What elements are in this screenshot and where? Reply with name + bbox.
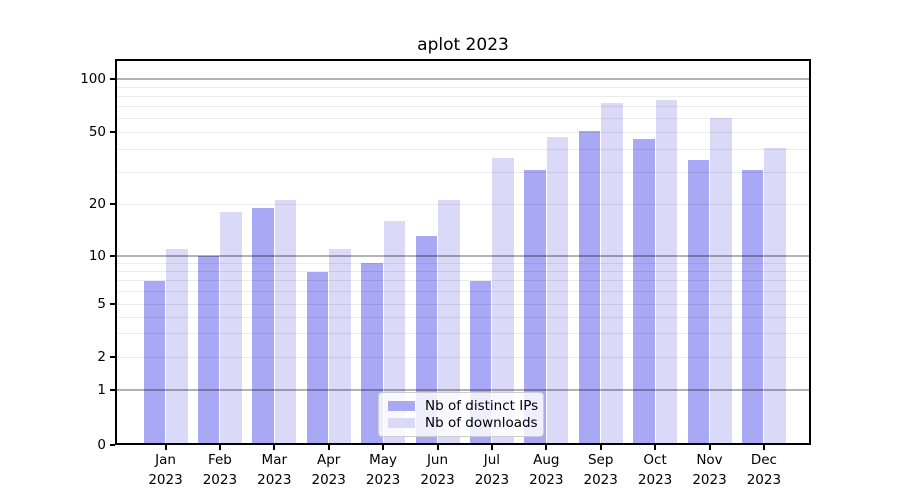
x-tick-label-aug: Aug 2023 bbox=[529, 452, 564, 488]
x-tick-mark-feb bbox=[218, 445, 221, 450]
x-tick-label-may: May 2023 bbox=[365, 452, 401, 488]
y-tick-label-0: 0 bbox=[97, 437, 106, 453]
gridline-y-40 bbox=[115, 149, 811, 151]
legend-swatch-distinct-ips bbox=[388, 401, 415, 411]
gridline-y-100 bbox=[115, 78, 811, 80]
gridline-y-30 bbox=[115, 171, 811, 173]
x-tick-label-feb: Feb 2023 bbox=[202, 452, 238, 488]
x-tick-mark-dec bbox=[762, 445, 765, 450]
legend-label-downloads: Nb of downloads bbox=[425, 415, 538, 431]
x-tick-label-dec: Dec 2023 bbox=[746, 452, 782, 488]
y-tick-mark-1 bbox=[110, 389, 115, 391]
gridline-y-2 bbox=[115, 356, 811, 358]
gridline-y-70 bbox=[115, 105, 811, 107]
bar-downloads-jun bbox=[438, 200, 460, 445]
bar-downloads-apr bbox=[329, 248, 351, 445]
bar-downloads-oct bbox=[655, 100, 678, 445]
bar-downloads-dec bbox=[764, 147, 786, 445]
gridline-y-7 bbox=[115, 280, 811, 282]
legend-item-downloads: Nb of downloads bbox=[379, 415, 543, 432]
bar-downloads-may bbox=[383, 220, 406, 445]
y-tick-mark-100 bbox=[110, 78, 115, 80]
bar-distinct-ips-aug bbox=[524, 169, 546, 445]
y-tick-mark-20 bbox=[110, 203, 115, 206]
y-tick-label-100: 100 bbox=[80, 71, 106, 87]
x-tick-mark-apr bbox=[327, 445, 330, 450]
bar-downloads-aug bbox=[546, 137, 569, 445]
x-tick-mark-sep bbox=[599, 445, 602, 450]
gridline-y-90 bbox=[115, 86, 811, 88]
gridline-y-80 bbox=[115, 95, 811, 97]
x-tick-label-jun: Jun 2023 bbox=[420, 452, 455, 488]
legend-item-distinct-ips: Nb of distinct IPs bbox=[379, 398, 543, 415]
bar-downloads-jul bbox=[492, 158, 514, 445]
y-tick-mark-5 bbox=[110, 303, 115, 306]
y-tick-mark-2 bbox=[110, 356, 115, 358]
gridline-y-9 bbox=[115, 262, 811, 264]
bar-distinct-ips-oct bbox=[633, 138, 655, 445]
gridline-y-3 bbox=[115, 333, 811, 335]
gridline-y-1 bbox=[115, 389, 811, 391]
x-tick-mark-jul bbox=[490, 445, 493, 450]
y-tick-label-10: 10 bbox=[88, 248, 106, 264]
gridline-y-50 bbox=[115, 131, 811, 133]
x-tick-mark-oct bbox=[654, 445, 657, 450]
y-tick-label-20: 20 bbox=[88, 196, 106, 213]
y-tick-mark-0 bbox=[110, 444, 115, 446]
gridline-y-4 bbox=[115, 316, 811, 318]
bar-downloads-jan bbox=[166, 248, 188, 445]
gridline-y-10 bbox=[115, 255, 811, 257]
bar-distinct-ips-sep bbox=[578, 130, 601, 445]
bar-downloads-feb bbox=[220, 212, 242, 445]
bar-downloads-sep bbox=[601, 103, 623, 445]
y-tick-mark-50 bbox=[110, 131, 115, 134]
y-tick-label-1: 1 bbox=[97, 382, 106, 398]
y-tick-label-5: 5 bbox=[97, 296, 106, 313]
gridline-y-5 bbox=[115, 303, 811, 305]
bar-downloads-nov bbox=[710, 118, 732, 445]
legend-label-distinct-ips: Nb of distinct IPs bbox=[425, 398, 539, 414]
bar-distinct-ips-may bbox=[361, 263, 383, 445]
y-tick-label-2: 2 bbox=[97, 349, 106, 365]
x-tick-mark-jun bbox=[436, 445, 439, 450]
x-tick-label-oct: Oct 2023 bbox=[637, 452, 673, 488]
x-tick-mark-mar bbox=[273, 445, 276, 450]
x-tick-mark-jan bbox=[164, 445, 167, 450]
y-tick-mark-10 bbox=[110, 255, 115, 257]
legend-swatch-downloads bbox=[388, 418, 415, 428]
x-tick-label-jan: Jan 2023 bbox=[148, 452, 183, 488]
gridline-y-20 bbox=[115, 203, 811, 205]
y-tick-label-50: 50 bbox=[88, 124, 106, 141]
chart-title: aplot 2023 bbox=[417, 35, 509, 55]
x-tick-mark-aug bbox=[545, 445, 548, 450]
x-tick-mark-may bbox=[382, 445, 385, 450]
x-tick-mark-nov bbox=[708, 445, 711, 450]
legend: Nb of distinct IPs Nb of downloads bbox=[378, 392, 544, 437]
gridline-y-8 bbox=[115, 271, 811, 273]
x-tick-label-jul: Jul 2023 bbox=[474, 452, 510, 488]
bar-downloads-mar bbox=[274, 200, 297, 445]
gridline-y-6 bbox=[115, 291, 811, 293]
bar-distinct-ips-dec bbox=[741, 169, 764, 445]
bar-distinct-ips-jan bbox=[143, 280, 165, 445]
plot-area bbox=[115, 59, 811, 445]
x-tick-label-sep: Sep 2023 bbox=[583, 452, 618, 488]
x-tick-label-apr: Apr 2023 bbox=[311, 452, 346, 488]
bar-distinct-ips-nov bbox=[687, 160, 709, 445]
bar-distinct-ips-mar bbox=[252, 208, 274, 445]
x-tick-label-mar: Mar 2023 bbox=[257, 452, 292, 488]
bar-distinct-ips-feb bbox=[197, 256, 220, 445]
bar-distinct-ips-apr bbox=[306, 271, 329, 445]
x-tick-label-nov: Nov 2023 bbox=[692, 452, 727, 488]
gridline-y-60 bbox=[115, 117, 811, 119]
